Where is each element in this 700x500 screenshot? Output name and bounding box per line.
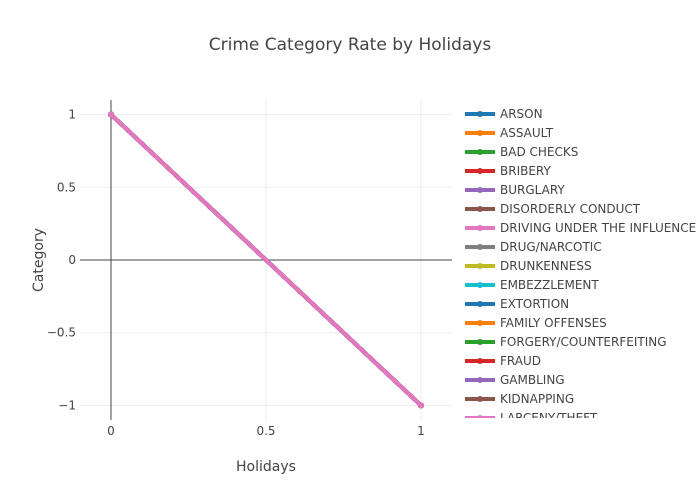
legend-label: ARSON xyxy=(500,107,543,121)
legend-marker xyxy=(477,339,483,345)
legend-marker xyxy=(477,206,483,212)
x-axis-ticks: 0 0.5 1 xyxy=(107,424,425,438)
legend-item[interactable]: DISORDERLY CONDUCT xyxy=(465,202,641,216)
legend-label: GAMBLING xyxy=(500,373,565,387)
legend-marker xyxy=(477,263,483,269)
legend-item[interactable]: GAMBLING xyxy=(465,373,565,387)
legend-marker xyxy=(477,301,483,307)
y-tick-label: 0 xyxy=(68,253,76,267)
x-axis-title: Holidays xyxy=(236,459,296,475)
legend-item[interactable]: KIDNAPPING xyxy=(465,392,574,406)
legend-marker xyxy=(477,225,483,231)
legend-label: DRUNKENNESS xyxy=(500,259,592,273)
legend-label: FORGERY/COUNTERFEITING xyxy=(500,335,667,349)
y-tick-label: −1 xyxy=(58,398,76,412)
legend-item[interactable]: EMBEZZLEMENT xyxy=(465,278,599,292)
x-tick-label: 1 xyxy=(417,424,425,438)
legend-marker xyxy=(477,415,483,418)
series-line[interactable] xyxy=(108,111,424,409)
legend-item[interactable]: ARSON xyxy=(465,107,543,121)
legend-item[interactable]: LARCENY/THEFT xyxy=(465,411,598,425)
legend-label: ASSAULT xyxy=(500,126,554,140)
legend-label: DRUG/NARCOTIC xyxy=(500,240,602,254)
legend-marker xyxy=(477,187,483,193)
legend-item[interactable]: BAD CHECKS xyxy=(465,145,578,159)
legend-item[interactable]: DRUG/NARCOTIC xyxy=(465,240,602,254)
series-path[interactable] xyxy=(109,113,423,407)
legend-label: BAD CHECKS xyxy=(500,145,578,159)
legend-label: DISORDERLY CONDUCT xyxy=(500,202,641,216)
legend-label: DRIVING UNDER THE INFLUENCE xyxy=(500,221,696,235)
data-point[interactable] xyxy=(418,402,424,409)
legend-label: FRAUD xyxy=(500,354,541,368)
legend-item[interactable]: DRIVING UNDER THE INFLUENCE xyxy=(465,221,696,235)
legend-item[interactable]: ASSAULT xyxy=(465,126,554,140)
legend-item[interactable]: FAMILY OFFENSES xyxy=(465,316,607,330)
x-tick-label: 0 xyxy=(107,424,115,438)
x-tick-label: 0.5 xyxy=(256,424,275,438)
legend-label: EXTORTION xyxy=(500,297,569,311)
legend-label: FAMILY OFFENSES xyxy=(500,316,607,330)
legend-marker xyxy=(477,358,483,364)
y-axis-title: Category xyxy=(31,228,47,292)
legend-marker xyxy=(477,396,483,402)
y-tick-label: −0.5 xyxy=(47,326,76,340)
legend-item[interactable]: BRIBERY xyxy=(465,164,551,178)
legend-marker xyxy=(477,130,483,136)
legend-marker xyxy=(477,377,483,383)
legend-item[interactable]: EXTORTION xyxy=(465,297,569,311)
legend-label: BRIBERY xyxy=(500,164,551,178)
data-point[interactable] xyxy=(108,111,114,118)
legend-marker xyxy=(477,168,483,174)
series-lines xyxy=(108,111,424,409)
legend-label: BURGLARY xyxy=(500,183,565,197)
legend-marker xyxy=(477,282,483,288)
legend-label: EMBEZZLEMENT xyxy=(500,278,599,292)
legend-label: LARCENY/THEFT xyxy=(500,411,598,425)
legend-item[interactable]: FORGERY/COUNTERFEITING xyxy=(465,335,667,349)
legend[interactable]: ARSON ASSAULT BAD CHECKS BRIBERY BURGLARY DIS… xyxy=(465,107,696,425)
legend-label: KIDNAPPING xyxy=(500,392,574,406)
plot-area xyxy=(80,100,452,420)
y-tick-label: 0.5 xyxy=(57,180,76,194)
legend-marker xyxy=(477,111,483,117)
chart-title: Crime Category Rate by Holidays xyxy=(209,35,492,55)
legend-marker xyxy=(477,320,483,326)
legend-item[interactable]: BURGLARY xyxy=(465,183,565,197)
legend-item[interactable]: DRUNKENNESS xyxy=(465,259,592,273)
legend-item[interactable]: FRAUD xyxy=(465,354,541,368)
y-axis-ticks: 1 0.5 0 −0.5 −1 xyxy=(47,108,76,413)
legend-marker xyxy=(477,244,483,250)
legend-marker xyxy=(477,149,483,155)
y-tick-label: 1 xyxy=(68,108,76,122)
